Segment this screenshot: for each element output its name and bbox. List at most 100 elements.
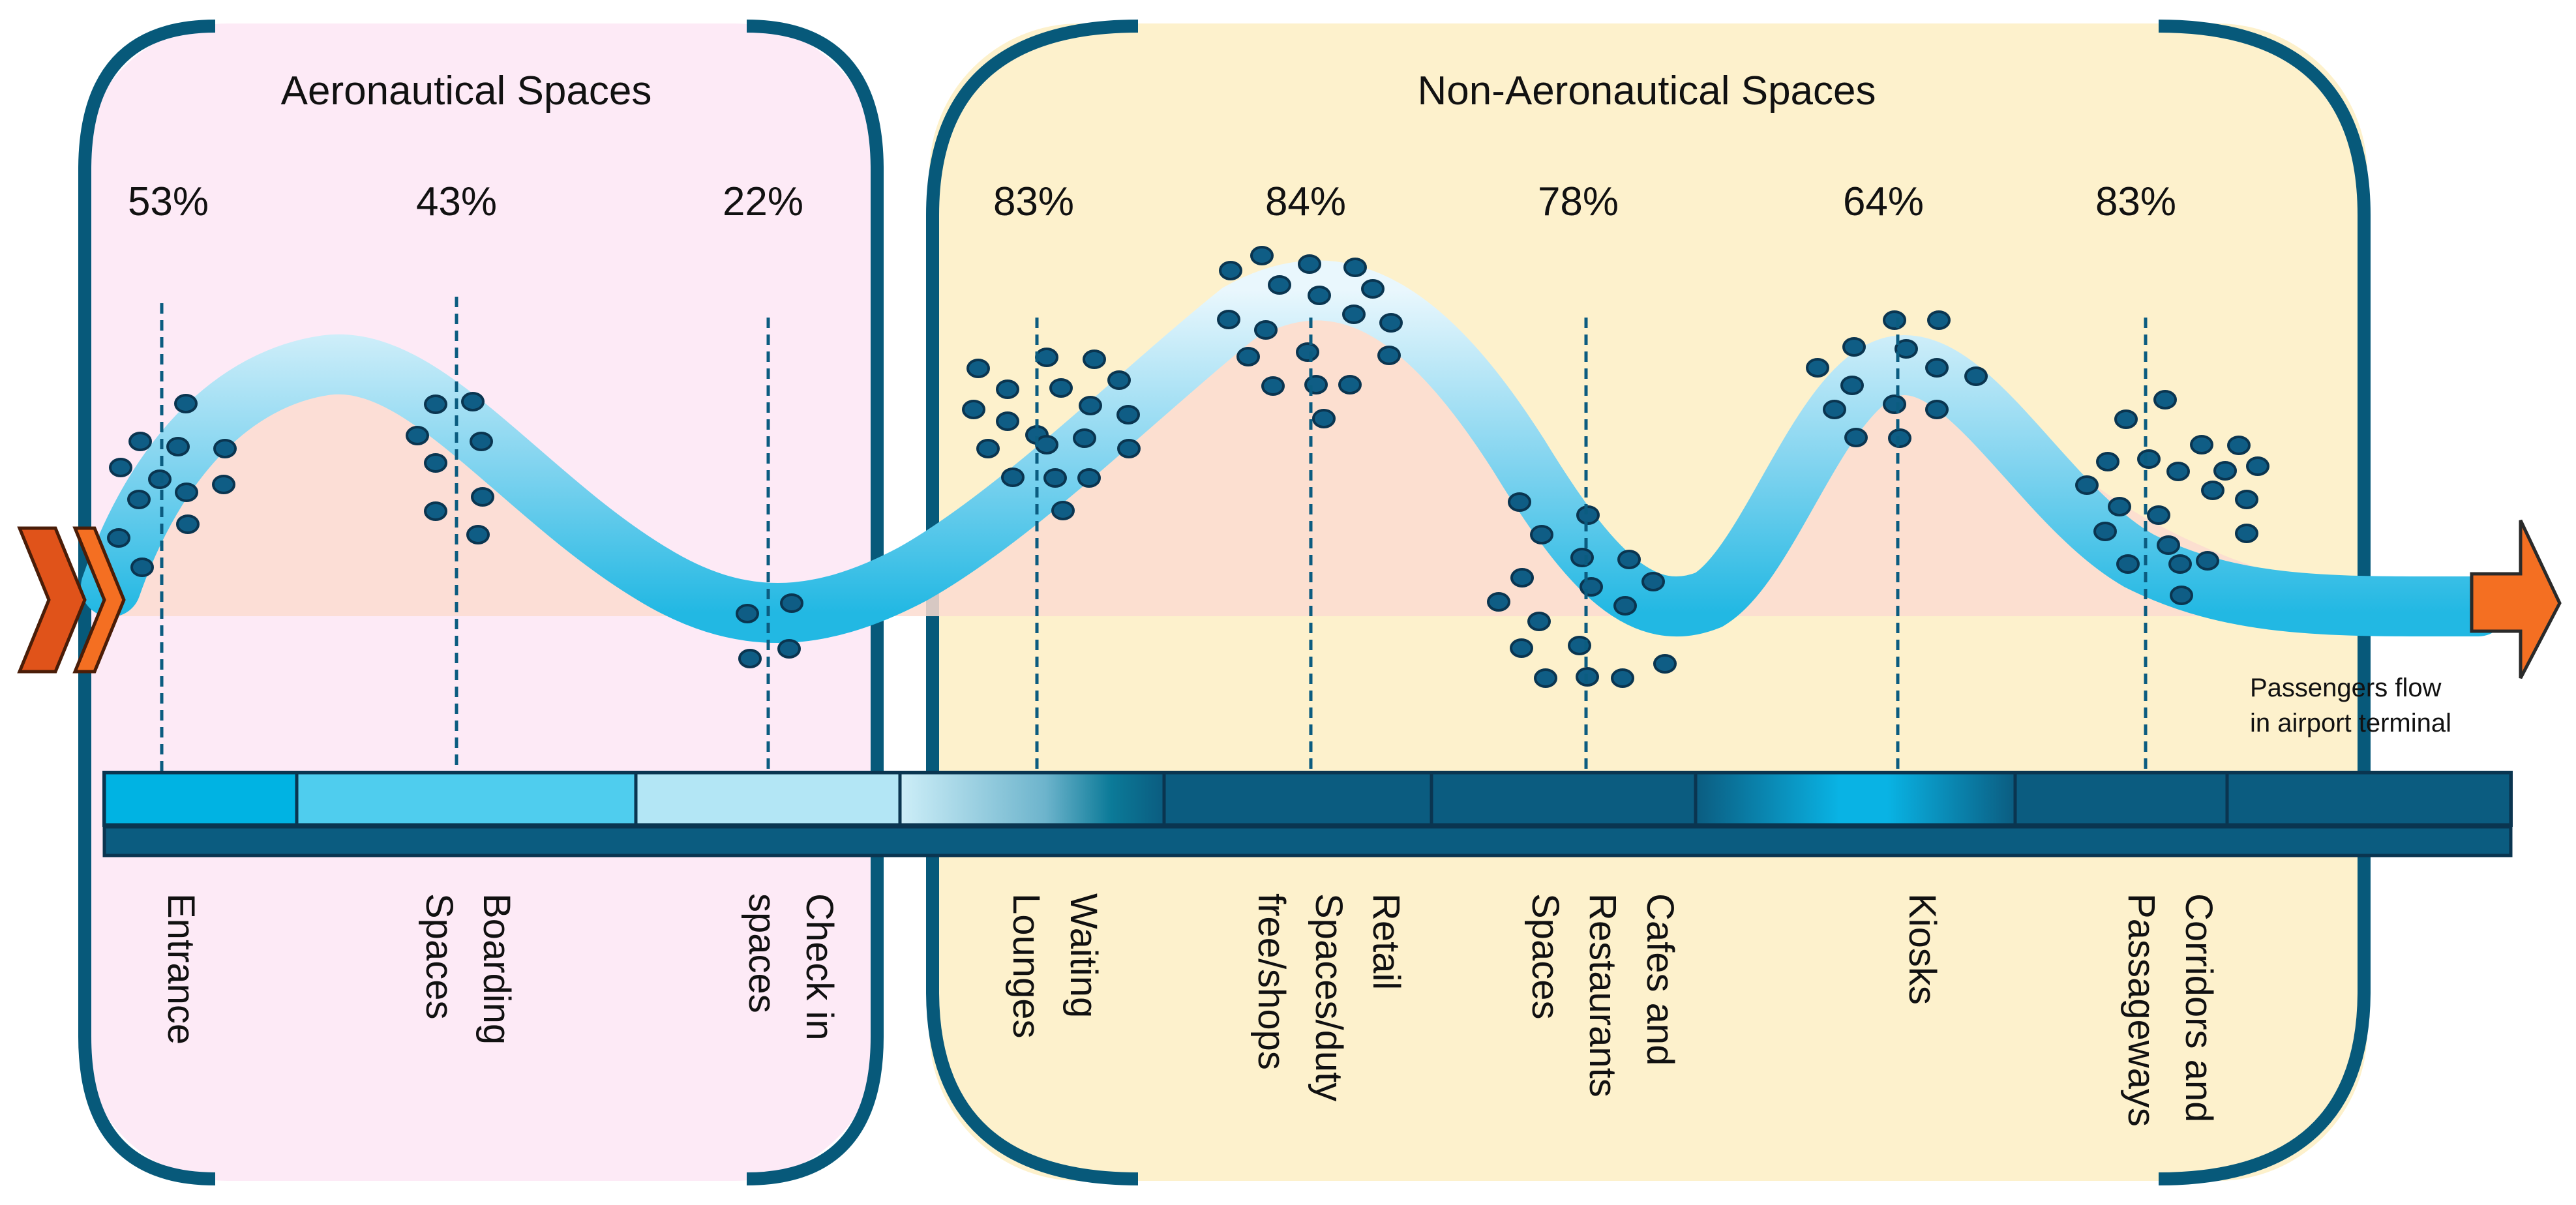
passenger-dot bbox=[1377, 346, 1401, 365]
zone-labels: Entrance Boarding Spaces Check in spaces Wait… bbox=[160, 893, 2220, 1127]
zone-percentage: 43% bbox=[416, 179, 497, 224]
passenger-dot bbox=[1895, 339, 1918, 359]
passenger-dot bbox=[1534, 668, 1557, 688]
passenger-dot bbox=[2157, 535, 2180, 555]
passenger-dot bbox=[109, 458, 132, 477]
zone-guides: 53% 43% 22% 83% 84% 78% 64% 83% bbox=[128, 179, 2176, 773]
band-segment-kiosks bbox=[1694, 771, 2017, 827]
passenger-dot bbox=[1570, 548, 1594, 567]
passenger-dot bbox=[1487, 592, 1510, 612]
passenger-dot bbox=[1338, 375, 1362, 394]
passenger-dot bbox=[461, 392, 485, 411]
passenger-dot bbox=[2227, 436, 2251, 455]
passenger-dot bbox=[406, 426, 429, 445]
passenger-dot bbox=[2190, 435, 2213, 454]
zone-label: Retail Spaces/duty free/shops bbox=[1250, 893, 1407, 1101]
passenger-dot bbox=[1035, 435, 1058, 454]
passenger-dot bbox=[1888, 428, 1911, 448]
passenger-dot bbox=[1510, 568, 1534, 588]
band-segment-waiting bbox=[898, 771, 1166, 827]
passenger-dot bbox=[1840, 376, 1864, 395]
passenger-dot bbox=[1925, 358, 1949, 378]
passenger-dot bbox=[1051, 501, 1075, 520]
passenger-dot bbox=[2235, 524, 2258, 543]
passenger-dot bbox=[1217, 310, 1240, 329]
passenger-dot bbox=[2114, 409, 2138, 429]
zone-label-line: Entrance bbox=[160, 893, 202, 1045]
band-segment-end bbox=[2225, 771, 2513, 827]
passenger-dot bbox=[148, 469, 172, 489]
flow-note-line-1: Passengers flow bbox=[2250, 674, 2442, 702]
zone-percentage: 83% bbox=[2095, 179, 2176, 224]
band-segment-retail bbox=[1162, 771, 1433, 827]
zone-label-line: Retail bbox=[1365, 893, 1407, 990]
passenger-dot bbox=[471, 487, 494, 507]
exit-arrow-icon bbox=[2470, 519, 2562, 679]
passenger-dot bbox=[2137, 449, 2161, 469]
zone-label-line: free/shops bbox=[1250, 893, 1293, 1070]
passenger-dot bbox=[107, 528, 130, 548]
zone-label-line: Kiosks bbox=[1901, 893, 1943, 1005]
passenger-dot bbox=[128, 432, 152, 451]
passenger-dot bbox=[127, 490, 151, 509]
zone-label: Entrance bbox=[160, 893, 202, 1045]
passenger-dot bbox=[1117, 439, 1141, 458]
passenger-dot bbox=[1510, 638, 1533, 658]
aeronautical-title: Aeronautical Spaces bbox=[281, 68, 652, 113]
passenger-dot bbox=[424, 501, 447, 521]
passenger-dot bbox=[1250, 246, 1274, 265]
passenger-dot bbox=[2093, 522, 2117, 541]
passenger-dot bbox=[2170, 586, 2193, 605]
passenger-dot bbox=[738, 649, 762, 668]
zone-label-line: spaces bbox=[741, 893, 783, 1013]
zone-label: Cafes and Restaurants Spaces bbox=[1524, 893, 1681, 1097]
passenger-dot bbox=[1883, 394, 1906, 414]
zone-label: Waiting Lounges bbox=[1005, 893, 1105, 1039]
band-segment-check-in bbox=[634, 771, 902, 827]
passenger-dot bbox=[2213, 461, 2237, 481]
passenger-dot bbox=[1613, 596, 1637, 616]
zone-label: Corridors and Passageways bbox=[2120, 893, 2220, 1127]
passenger-dot bbox=[2096, 452, 2119, 471]
passenger-dot bbox=[1925, 400, 1949, 419]
passenger-dot bbox=[166, 437, 190, 456]
zone-label-line: Corridors and bbox=[2178, 893, 2220, 1122]
passenger-dot bbox=[1107, 370, 1131, 390]
passenger-dot bbox=[1219, 261, 1242, 280]
passenger-dot bbox=[1298, 254, 1321, 274]
passenger-dot bbox=[966, 359, 990, 378]
zone-label-line: Lounges bbox=[1005, 893, 1047, 1039]
passenger-dot bbox=[1580, 577, 1603, 597]
passenger-dot bbox=[1964, 366, 1988, 386]
passenger-dot bbox=[1268, 275, 1291, 295]
passenger-dot bbox=[1304, 375, 1328, 394]
passenger-dot bbox=[1049, 378, 1073, 398]
passenger-dot bbox=[1842, 337, 1866, 357]
passenger-dot bbox=[1641, 572, 1665, 591]
passenger-dot bbox=[1261, 376, 1285, 396]
passenger-dot bbox=[1379, 313, 1403, 333]
passenger-dot bbox=[1296, 342, 1319, 362]
passenger-dot bbox=[1116, 405, 1140, 424]
passenger-dot bbox=[1308, 286, 1331, 305]
passenger-dot bbox=[2075, 475, 2099, 495]
zone-label-line: Check in bbox=[798, 893, 841, 1041]
passenger-dot bbox=[1527, 612, 1551, 631]
passenger-dot bbox=[2166, 462, 2190, 481]
band-segment-entrance bbox=[102, 771, 299, 827]
passenger-dot bbox=[1342, 305, 1366, 324]
passenger-dot bbox=[424, 453, 447, 473]
zone-label: Boarding Spaces bbox=[418, 893, 518, 1045]
zone-label-line: Cafes and bbox=[1639, 893, 1681, 1065]
passenger-dot bbox=[1653, 654, 1677, 674]
passenger-dot bbox=[470, 432, 493, 451]
zone-label-line: Spaces bbox=[1524, 893, 1566, 1019]
passenger-dot bbox=[424, 394, 447, 414]
zone-label-line: Passageways bbox=[2120, 893, 2163, 1127]
passenger-dot bbox=[736, 604, 759, 623]
zone-label-line: Waiting bbox=[1062, 893, 1105, 1018]
band-segment-corridors bbox=[2013, 771, 2229, 827]
passenger-flow-ribbon bbox=[81, 260, 2508, 643]
passenger-dot bbox=[1343, 258, 1367, 277]
passenger-dot bbox=[1806, 358, 1829, 378]
